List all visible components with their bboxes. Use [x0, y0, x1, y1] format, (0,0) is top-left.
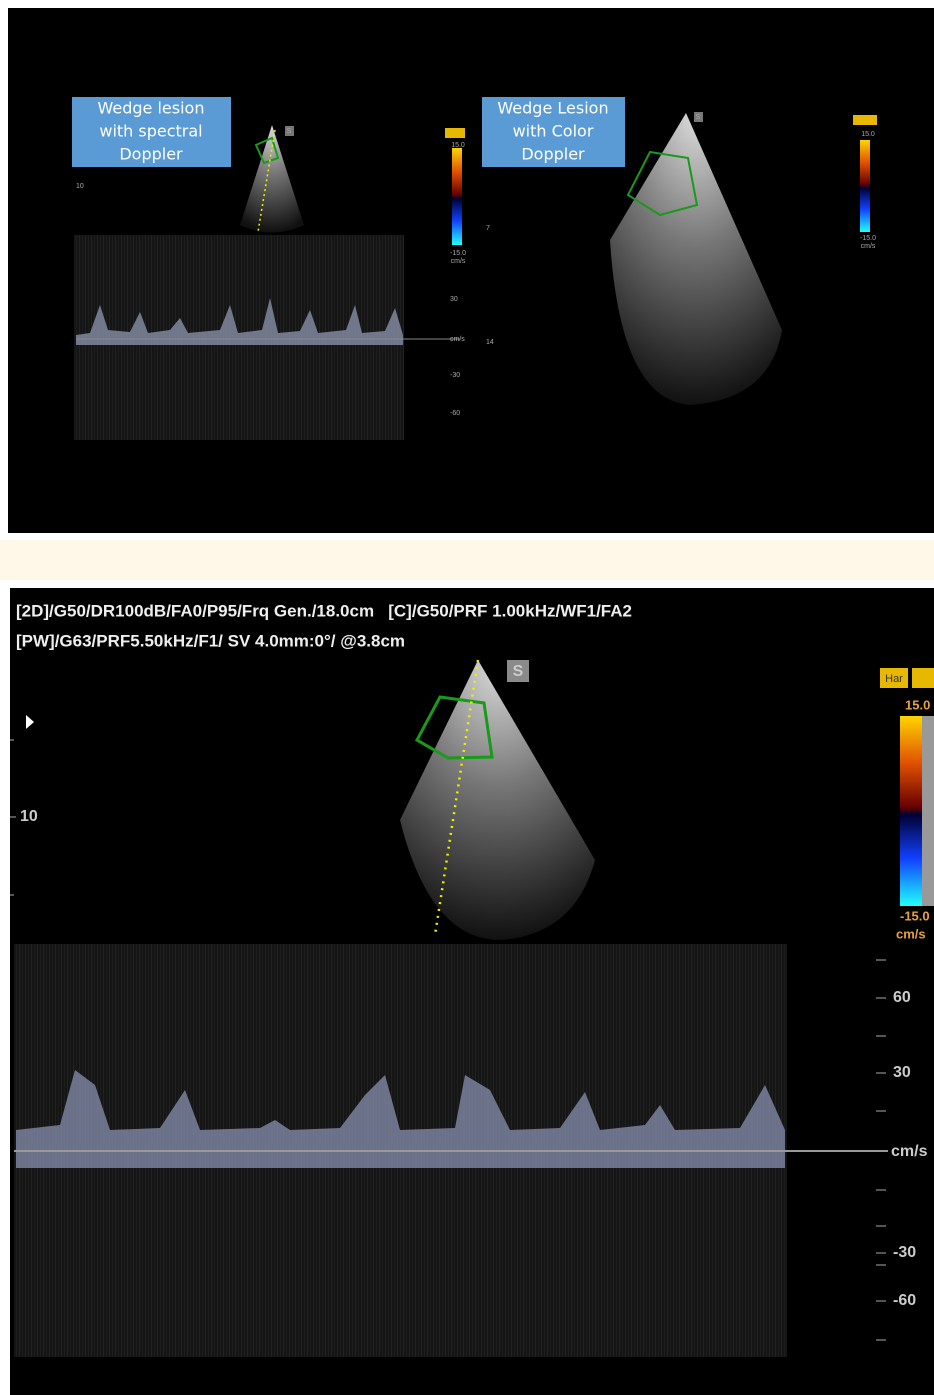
mode-tag-text: Har	[885, 673, 903, 685]
velocity-label: 30	[450, 296, 458, 303]
scale-unit: cm/s	[896, 926, 926, 941]
label: Doppler	[119, 145, 183, 164]
velocity-label: cm/s	[450, 336, 465, 343]
color-bar	[860, 140, 870, 232]
velocity-label: -60	[893, 1292, 916, 1309]
label: with Color	[513, 122, 594, 141]
velocity-label: -30	[450, 372, 460, 379]
sector-marker: S	[513, 663, 524, 680]
color-bar	[900, 716, 922, 906]
settings-line: [2D]/G50/DR100dB/FA0/P95/Frq Gen./18.0cm…	[16, 601, 632, 620]
velocity-label: 30	[893, 1064, 911, 1081]
velocity-label: -60	[450, 410, 460, 417]
depth-label: 10	[20, 808, 38, 825]
separator	[0, 540, 934, 580]
velocity-label: 60	[893, 989, 911, 1006]
depth-label: 10	[76, 183, 84, 190]
sector-marker: S	[287, 128, 292, 135]
mode-tag	[445, 128, 465, 138]
color-bar	[452, 148, 462, 245]
label: Doppler	[521, 145, 585, 164]
settings-line: [PW]/G63/PRF5.50kHz/F1/ SV 4.0mm:0°/ @3.…	[16, 631, 405, 650]
sector-marker: S	[696, 114, 701, 121]
depth-mark: 7	[486, 225, 490, 232]
scale-unit: cm/s	[451, 258, 466, 265]
scale-min: -15.0	[900, 908, 930, 923]
velocity-label: cm/s	[891, 1143, 928, 1160]
label: Wedge Lesion	[497, 99, 608, 118]
gray-bar	[922, 716, 934, 906]
label: Wedge lesion	[98, 99, 205, 118]
scale-max: 15.0	[905, 697, 930, 712]
label: with spectral	[99, 122, 202, 141]
velocity-label: -30	[893, 1244, 916, 1261]
icon	[912, 668, 934, 688]
scale-min: -15.0	[450, 250, 466, 257]
scale-min: -15.0	[860, 235, 876, 242]
scale-max: 15.0	[861, 131, 875, 138]
mode-tag	[853, 115, 877, 125]
scale-max: 15.0	[451, 142, 465, 149]
depth-mark: 14	[486, 339, 494, 346]
page: Wedge lesion with spectral Doppler S 10 …	[0, 0, 934, 1395]
scale-unit: cm/s	[861, 243, 876, 250]
